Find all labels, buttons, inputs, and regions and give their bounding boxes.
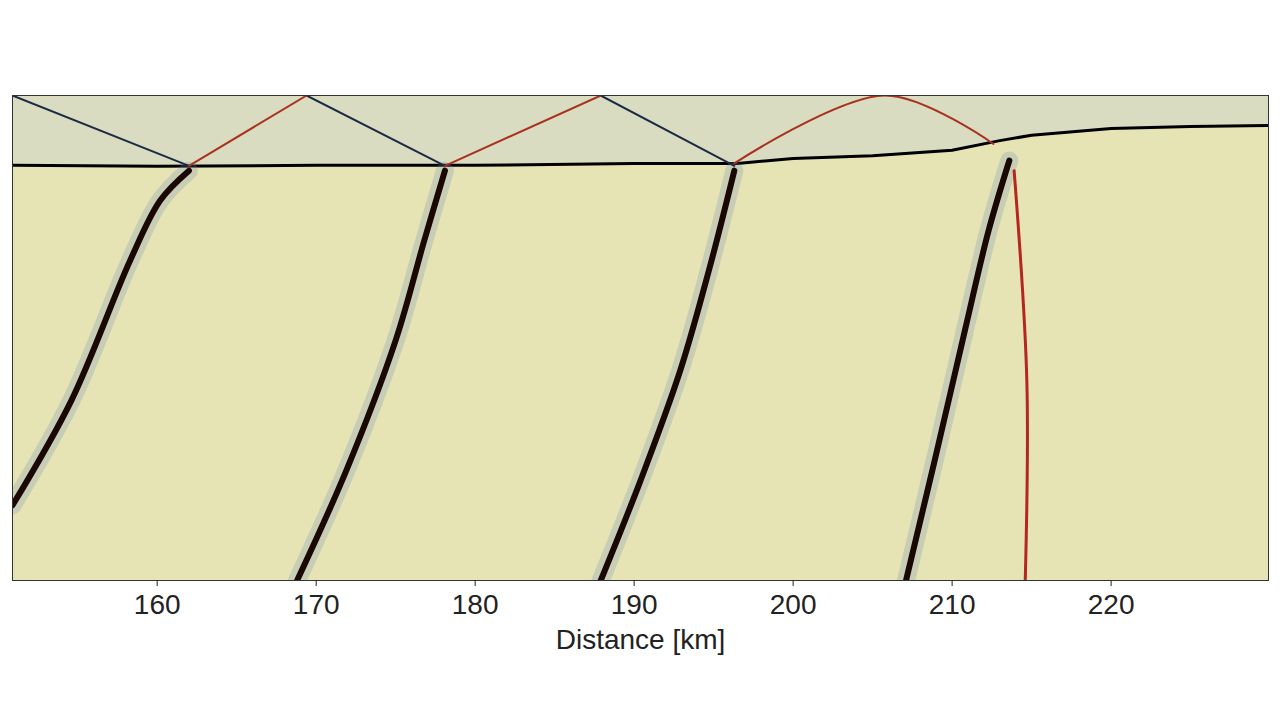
svg-text:200: 200 bbox=[770, 589, 817, 620]
svg-text:210: 210 bbox=[929, 589, 976, 620]
svg-text:220: 220 bbox=[1088, 589, 1135, 620]
svg-text:170: 170 bbox=[293, 589, 340, 620]
svg-text:190: 190 bbox=[611, 589, 658, 620]
svg-text:160: 160 bbox=[134, 589, 181, 620]
svg-text:180: 180 bbox=[452, 589, 499, 620]
svg-text:Distance [km]: Distance [km] bbox=[556, 624, 726, 655]
